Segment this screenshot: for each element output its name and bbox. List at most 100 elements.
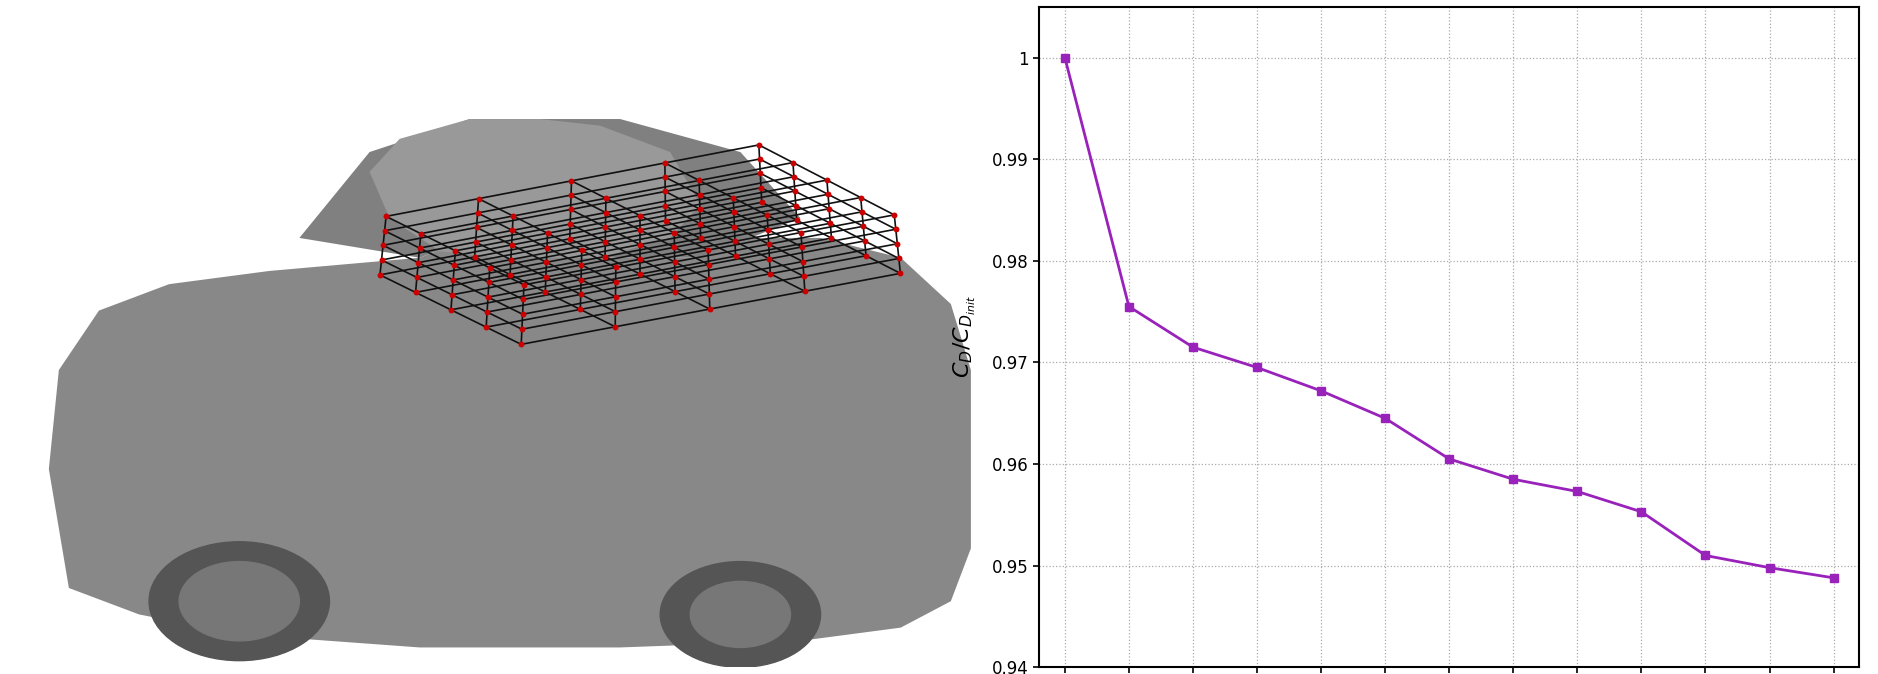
Point <box>507 309 537 319</box>
Point <box>368 240 398 251</box>
Point <box>885 268 915 279</box>
Point <box>565 289 595 300</box>
Point <box>496 239 526 250</box>
Point <box>625 239 655 250</box>
Point <box>462 208 492 218</box>
Point <box>592 193 622 204</box>
Point <box>746 183 776 193</box>
Point <box>849 221 879 232</box>
Point <box>746 168 776 179</box>
Point <box>719 207 749 218</box>
Point <box>685 233 716 244</box>
Point <box>693 274 723 284</box>
Point <box>556 175 586 186</box>
Point <box>885 253 915 264</box>
Point <box>556 218 586 229</box>
Point <box>556 189 586 200</box>
Point <box>590 237 620 247</box>
Point <box>659 242 689 253</box>
Point <box>625 210 655 221</box>
Point <box>402 272 432 283</box>
Point <box>436 305 466 315</box>
Point <box>366 255 396 266</box>
Polygon shape <box>299 119 800 257</box>
Point <box>531 257 562 268</box>
Point <box>473 292 503 303</box>
Point <box>685 218 716 229</box>
Point <box>659 228 689 239</box>
Point <box>400 287 430 298</box>
Point <box>791 286 821 297</box>
Point <box>755 268 785 279</box>
Point <box>659 257 689 268</box>
Point <box>817 233 847 243</box>
Point <box>438 289 468 300</box>
Point <box>650 158 680 168</box>
Point <box>507 339 537 350</box>
Point <box>464 193 494 204</box>
Point <box>787 241 817 252</box>
Point <box>601 321 631 332</box>
Point <box>813 189 843 200</box>
Point <box>849 235 879 246</box>
Point <box>747 197 777 208</box>
Point <box>785 227 815 238</box>
Point <box>601 306 631 317</box>
Point <box>475 262 505 273</box>
Point <box>601 262 631 273</box>
Point <box>659 272 689 282</box>
Point <box>471 307 501 317</box>
Point <box>439 260 470 271</box>
Point <box>554 233 584 244</box>
Point <box>498 210 528 221</box>
Point <box>781 215 811 226</box>
Point <box>684 175 714 186</box>
Point <box>883 239 913 249</box>
Point <box>364 270 394 280</box>
Point <box>719 221 749 232</box>
Point <box>565 274 595 285</box>
Circle shape <box>148 542 329 661</box>
Point <box>685 204 716 214</box>
Point <box>533 228 563 239</box>
Point <box>567 245 597 256</box>
Point <box>556 204 586 215</box>
Point <box>721 251 751 262</box>
Point <box>625 254 655 265</box>
Point <box>370 225 400 236</box>
Point <box>404 243 434 253</box>
Point <box>755 253 785 264</box>
Point <box>590 222 620 233</box>
Point <box>650 172 680 183</box>
Point <box>601 276 631 287</box>
Point <box>439 245 470 256</box>
Point <box>684 189 714 200</box>
Point <box>779 171 809 182</box>
Point <box>693 245 723 255</box>
Point <box>781 200 811 211</box>
Point <box>695 304 725 315</box>
Point <box>372 211 402 222</box>
Circle shape <box>691 582 791 648</box>
Point <box>473 277 503 288</box>
Point <box>496 254 526 265</box>
Point <box>625 224 655 235</box>
Point <box>592 207 622 218</box>
Point <box>753 210 783 220</box>
Point <box>509 294 539 305</box>
Point <box>496 269 526 280</box>
Point <box>438 274 468 285</box>
Point <box>717 193 747 204</box>
Point <box>815 204 845 214</box>
Point <box>625 269 655 280</box>
Point <box>811 175 841 185</box>
Circle shape <box>178 561 299 641</box>
Point <box>695 288 725 299</box>
Point <box>753 224 783 235</box>
Point <box>719 236 749 247</box>
Point <box>693 259 723 270</box>
Point <box>845 192 875 203</box>
Polygon shape <box>370 119 700 257</box>
Point <box>601 291 631 302</box>
Point <box>779 185 809 196</box>
